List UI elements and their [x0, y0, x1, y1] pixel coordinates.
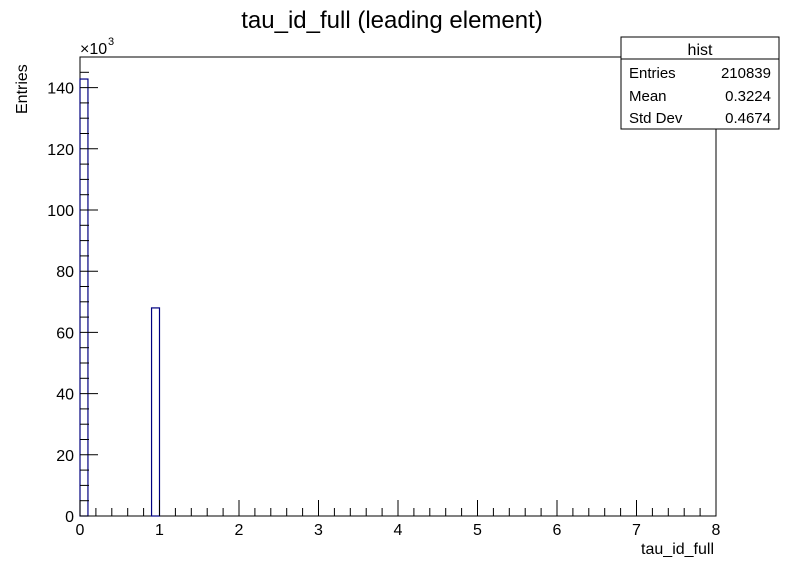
stats-mean-label: Mean: [629, 88, 667, 105]
stats-entries-label: Entries: [629, 65, 676, 82]
y-axis-ticks: 0 20 40 60 80 100 120 140: [47, 71, 98, 526]
y-tick-label-6: 120: [47, 142, 74, 159]
stats-box: hist Entries 210839 Mean 0.3224 Std Dev …: [620, 36, 780, 130]
y-exponent-base: ×10: [80, 41, 107, 58]
bar-1: [150, 307, 161, 517]
bar-0: [79, 78, 89, 517]
x-tick-label-5: 5: [473, 522, 482, 539]
stats-stddev-label: Std Dev: [629, 110, 683, 127]
x-tick-label-4: 4: [394, 522, 403, 539]
stats-stddev-value: 0.4674: [725, 110, 771, 127]
stats-box-frame: [620, 36, 780, 130]
bars-group: [79, 78, 161, 517]
chart-title: tau_id_full (leading element): [241, 7, 543, 34]
x-tick-label-0: 0: [76, 522, 85, 539]
y-axis-label: Entries: [14, 64, 31, 114]
y-tick-label-4: 80: [56, 264, 74, 281]
y-tick-label-7: 140: [47, 81, 74, 98]
x-axis-label: tau_id_full: [641, 541, 714, 558]
x-axis-ticks: 0 1 2 3 4 5 6 7 8: [76, 500, 721, 539]
x-tick-label-2: 2: [235, 522, 244, 539]
y-tick-label-5: 100: [47, 203, 74, 220]
y-tick-label-3: 60: [56, 325, 74, 342]
x-tick-label-8: 8: [712, 522, 721, 539]
stats-box-title: hist: [688, 42, 713, 59]
y-tick-label-1: 20: [56, 448, 74, 465]
stats-entries-value: 210839: [721, 65, 771, 82]
x-tick-label-3: 3: [314, 522, 323, 539]
y-tick-label-2: 40: [56, 387, 74, 404]
x-tick-label-6: 6: [553, 522, 562, 539]
x-tick-label-7: 7: [632, 522, 641, 539]
y-exponent-power: 3: [108, 36, 114, 48]
y-exponent: ×10 3: [80, 36, 114, 58]
y-tick-label-0: 0: [65, 509, 74, 526]
stats-mean-value: 0.3224: [725, 88, 771, 105]
x-tick-label-1: 1: [155, 522, 164, 539]
